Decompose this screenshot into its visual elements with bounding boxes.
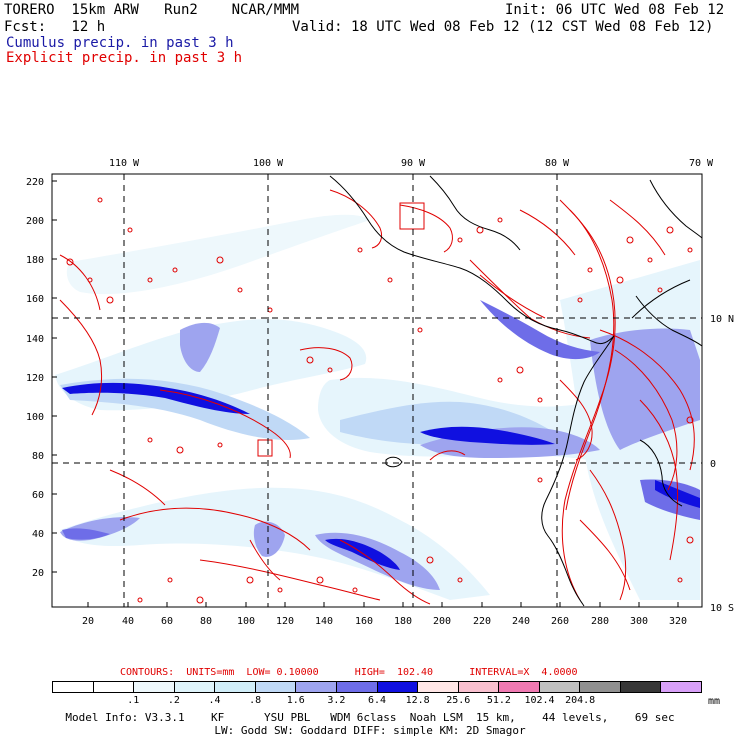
lat-label-10n: 10 N — [710, 314, 734, 325]
legend-label: 1.6 — [286, 695, 305, 706]
lat-label-0: 0 — [710, 459, 716, 470]
precip-map: 110 W 100 W 90 W 80 W 70 W 10 N 0 10 S 2… — [26, 158, 734, 627]
x-tick: 80 — [200, 616, 212, 627]
x-tick: 140 — [315, 616, 333, 627]
forecast-hour: Fcst: 12 h — [4, 19, 106, 35]
lon-label-90w: 90 W — [401, 158, 426, 169]
legend-label: 12.8 — [405, 695, 430, 706]
legend-labels: .1 .2 .4 .8 1.6 3.2 6.4 12.8 25.6 51.2 102.4 204.8 — [52, 695, 702, 707]
y-tick: 20 — [32, 568, 44, 579]
longitude-labels: 110 W 100 W 90 W 80 W 70 W — [109, 158, 714, 169]
legend-swatch — [336, 682, 378, 692]
x-tick: 220 — [473, 616, 491, 627]
x-tick: 300 — [630, 616, 648, 627]
tick-marks — [52, 180, 679, 607]
x-tick: 240 — [512, 616, 530, 627]
lon-label-110w: 110 W — [109, 158, 140, 169]
y-tick: 120 — [26, 373, 44, 384]
legend-swatch — [499, 682, 540, 692]
lon-label-80w: 80 W — [545, 158, 570, 169]
legend-swatch — [296, 682, 337, 692]
legend-swatch — [580, 682, 621, 692]
legend-swatch — [93, 682, 135, 692]
legend-swatch — [458, 682, 500, 692]
legend-swatch — [53, 682, 94, 692]
legend-label: 25.6 — [446, 695, 471, 706]
legend-label: 102.4 — [524, 695, 555, 706]
y-tick: 40 — [32, 529, 44, 540]
x-tick: 320 — [669, 616, 687, 627]
y-tick: 220 — [26, 177, 44, 188]
legend-swatch — [174, 682, 216, 692]
x-tick: 180 — [394, 616, 412, 627]
y-tick: 200 — [26, 216, 44, 227]
y-tick: 60 — [32, 490, 44, 501]
color-legend — [52, 681, 702, 693]
legend-label: 6.4 — [367, 695, 387, 706]
legend-label: .4 — [208, 695, 221, 706]
x-tick: 280 — [591, 616, 609, 627]
y-tick: 180 — [26, 255, 44, 266]
coastline — [329, 175, 702, 607]
field-label-cumulus: Cumulus precip. in past 3 h — [6, 35, 234, 51]
lon-label-100w: 100 W — [253, 158, 284, 169]
y-tick-labels: 220 200 180 160 140 120 100 80 60 40 20 — [26, 177, 44, 579]
y-tick: 100 — [26, 412, 44, 423]
x-tick: 260 — [551, 616, 569, 627]
x-tick-labels: 20 40 60 80 100 120 140 160 180 200 220 … — [82, 616, 687, 627]
legend-swatch — [620, 682, 662, 692]
legend-swatch — [215, 682, 256, 692]
legend-swatch — [134, 682, 175, 692]
x-tick: 60 — [161, 616, 173, 627]
x-tick: 20 — [82, 616, 94, 627]
y-tick: 160 — [26, 294, 44, 305]
physics-info: LW: Godd SW: Goddard DIFF: simple KM: 2D… — [214, 724, 526, 737]
x-tick: 40 — [122, 616, 134, 627]
graticule — [52, 174, 702, 607]
legend-swatch — [539, 682, 581, 692]
x-tick: 120 — [276, 616, 294, 627]
x-tick: 200 — [433, 616, 451, 627]
legend-label: .2 — [167, 695, 180, 706]
legend-swatch — [661, 682, 701, 692]
model-info: Model Info: V3.3.1 KF YSU PBL WDM 6class… — [65, 711, 675, 724]
legend-label: .8 — [249, 695, 262, 706]
init-time: Init: 06 UTC Wed 08 Feb 12 — [505, 2, 725, 18]
legend-label: 204.8 — [565, 695, 596, 706]
legend-label: .1 — [127, 695, 140, 706]
contours-info: CONTOURS: UNITS=mm LOW= 0.10000 HIGH= 10… — [120, 667, 578, 678]
legend-units: mm — [708, 696, 721, 707]
cumulus-precip-shading — [55, 214, 700, 600]
legend-swatch — [255, 682, 297, 692]
latitude-labels: 10 N 0 10 S — [710, 314, 734, 614]
lon-label-70w: 70 W — [689, 158, 714, 169]
plot-frame — [51, 173, 703, 608]
x-tick: 100 — [237, 616, 255, 627]
legend-label: 51.2 — [486, 695, 511, 706]
legend-swatch — [377, 682, 419, 692]
y-tick: 80 — [32, 451, 44, 462]
x-tick: 160 — [355, 616, 373, 627]
legend-label: 3.2 — [327, 695, 346, 706]
valid-time: Valid: 18 UTC Wed 08 Feb 12 (12 CST Wed … — [292, 19, 714, 35]
scattered-contour-cells — [66, 197, 694, 604]
lat-label-10s: 10 S — [710, 603, 734, 614]
field-label-explicit: Explicit precip. in past 3 h — [6, 50, 243, 66]
y-tick: 140 — [26, 334, 44, 345]
legend-swatch — [418, 682, 459, 692]
model-title: TORERO 15km ARW Run2 NCAR/MMM — [4, 2, 300, 18]
